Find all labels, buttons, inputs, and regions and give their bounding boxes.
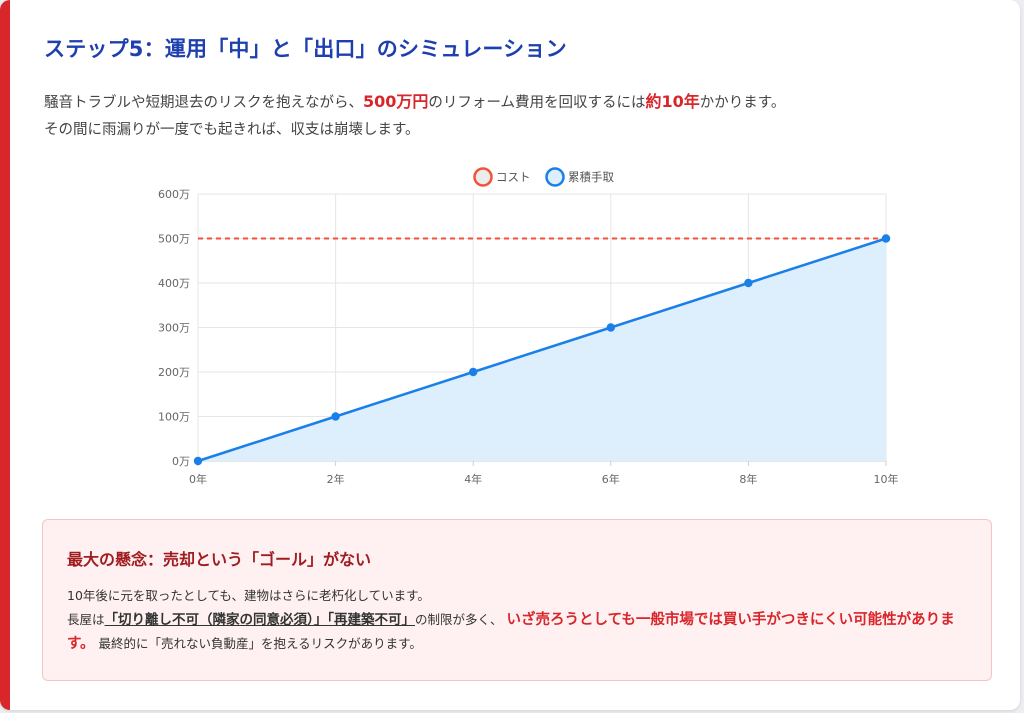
years-highlight: 約10年 xyxy=(645,92,700,111)
intro-text-part: のリフォーム費用を回収するには xyxy=(428,95,646,111)
y-tick-label: 500万 xyxy=(158,233,190,246)
data-point xyxy=(469,367,478,377)
cumulative-line xyxy=(197,237,887,463)
legend-label: コスト xyxy=(496,170,531,184)
y-tick-label: 400万 xyxy=(158,277,190,290)
intro-text-part: かかります。 xyxy=(699,95,786,111)
x-tick-label: 8年 xyxy=(739,472,757,486)
x-tick-label: 10年 xyxy=(874,472,899,486)
data-point xyxy=(744,278,753,288)
x-tick-label: 2年 xyxy=(327,472,345,486)
y-tick-label: 100万 xyxy=(158,411,190,424)
warning-box: 最大の懸念：売却という「ゴール」がない 10年後に元を取ったとしても、建物はさら… xyxy=(42,519,992,681)
x-tick-label: 6年 xyxy=(602,472,620,486)
data-point xyxy=(331,412,340,421)
legend-marker xyxy=(473,167,493,187)
payback-line-chart: 0万 100万 200万 300万 400万 500万 600万 0年 2年 4年 6年 8年 10年 コ… xyxy=(158,167,899,486)
y-tick-label: 0万 xyxy=(172,455,190,468)
y-tick-label: 600万 xyxy=(158,188,190,201)
restriction-highlight: 「切り離し不可（隣家の同意必須）」「再建築不可」 xyxy=(104,612,416,628)
legend-label: 累積手取 xyxy=(568,170,614,184)
intro-text-part: 騒音トラブルや短期退去のリスクを抱えながら、 xyxy=(44,95,363,111)
warning-text-part: の制限が多く、 xyxy=(415,612,503,627)
warning-text-part: 最終的に「売れない負動産」を抱えるリスクがあります。 xyxy=(98,636,422,651)
cost-highlight: 500万円 xyxy=(363,92,429,111)
data-point xyxy=(881,234,891,243)
warning-line1: 10年後に元を取ったとしても、建物はさらに老朽化しています。 xyxy=(67,588,430,603)
warning-title: 最大の懸念：売却という「ゴール」がない xyxy=(67,550,372,569)
x-tick-label: 0年 xyxy=(189,472,207,486)
intro-text-line2: その間に雨漏りが一度でも起きれば、収支は崩壊します。 xyxy=(44,122,420,138)
data-point xyxy=(606,323,615,332)
warning-body: 10年後に元を取ったとしても、建物はさらに老朽化しています。 長屋は「切り離し不… xyxy=(67,584,967,656)
buyer-risk-highlight: いざ売ろうとしても一般市場では買い手がつきにくい可能性があります。 xyxy=(67,612,955,652)
page-title: ステップ5：運用「中」と「出口」のシミュレーション xyxy=(44,37,567,61)
y-tick-label: 300万 xyxy=(158,322,190,335)
y-tick-label: 200万 xyxy=(158,366,190,379)
x-tick-label: 4年 xyxy=(464,472,482,486)
data-point xyxy=(193,456,203,466)
warning-text-part: 長屋は xyxy=(67,612,105,627)
intro-text: 騒音トラブルや短期退去のリスクを抱えながら、500万円のリフォーム費用を回収する… xyxy=(44,88,994,144)
legend-marker xyxy=(545,167,565,187)
